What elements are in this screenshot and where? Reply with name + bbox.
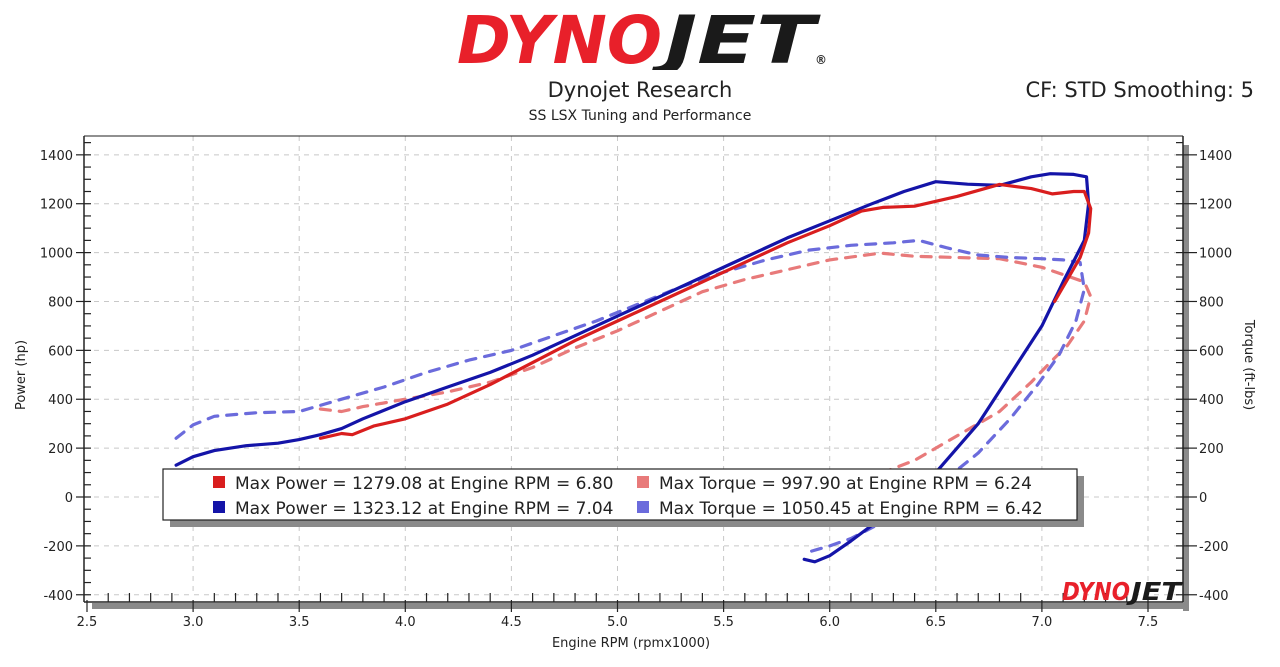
registered-mark: ® (815, 53, 827, 67)
x-tick-label: 3.0 (183, 615, 204, 630)
x-tick-label: 5.0 (607, 615, 628, 630)
y-tick-label-left: 1000 (40, 247, 73, 262)
chart-subtitle: SS LSX Tuning and Performance (528, 108, 752, 124)
y-tick-label-left: 1400 (40, 149, 73, 164)
y-tick-label-left: -200 (43, 540, 73, 555)
y-tick-label-right: 600 (1199, 344, 1224, 359)
grid (84, 136, 1183, 602)
y-tick-label-right: 0 (1199, 491, 1207, 506)
frame-shadow-right (1183, 145, 1189, 611)
logo-dyno-text: DYNO (457, 8, 662, 70)
frame-shadow-bottom (92, 603, 1189, 609)
legend-box (162, 468, 1078, 521)
x-tick-label: 2.5 (77, 615, 98, 630)
y-tick-label-right: 1200 (1199, 198, 1232, 213)
y-axis-title-left: Power (hp) (14, 340, 29, 410)
y-tick-label-left: 600 (48, 344, 73, 359)
correction-factor-label: CF: STD Smoothing: 5 (1025, 78, 1254, 102)
legend-entry-label: Max Torque = 1050.45 at Engine RPM = 6.4… (659, 499, 1043, 519)
y-axis-title-right: Torque (ft-lbs) (1241, 319, 1256, 410)
watermark-dyno-text: DYNO (1062, 577, 1130, 606)
series-group (174, 172, 1093, 564)
watermark-jet-text: JET (1125, 577, 1183, 606)
y-tick-label-left: 800 (48, 295, 73, 310)
legend-entry-label: Max Power = 1279.08 at Engine RPM = 6.80 (235, 474, 614, 494)
x-tick-label: 3.5 (289, 615, 310, 630)
x-tick-label: 4.5 (501, 615, 522, 630)
legend-swatch (637, 501, 649, 513)
x-tick-label: 7.0 (1032, 615, 1053, 630)
chart-title: Dynojet Research (547, 78, 733, 102)
y-tick-label-right: 800 (1199, 295, 1224, 310)
x-tick-label: 7.5 (1138, 615, 1159, 630)
dynojet-logo: DYNO JET ® (457, 8, 827, 70)
x-tick-label: 6.0 (819, 615, 840, 630)
x-tick-label: 6.5 (925, 615, 946, 630)
legend-entry-label: Max Torque = 997.90 at Engine RPM = 6.24 (659, 474, 1032, 494)
y-tick-label-right: 200 (1199, 442, 1224, 457)
y-tick-label-right: -200 (1199, 540, 1229, 555)
series-line-run-1-power (318, 182, 1093, 440)
y-tick-label-left: 400 (48, 393, 73, 408)
y-tick-label-left: 1200 (40, 198, 73, 213)
series-line-run-2-torque (174, 238, 1086, 555)
legend: Max Power = 1279.08 at Engine RPM = 6.80… (162, 468, 1084, 527)
logo-jet-text: JET (651, 8, 822, 70)
series-line-run-2-power (174, 172, 1091, 564)
y-tick-label-right: 1000 (1199, 247, 1232, 262)
y-tick-label-left: -400 (43, 589, 73, 604)
x-tick-label: 5.5 (713, 615, 734, 630)
legend-swatch (213, 476, 225, 488)
y-tick-label-left: 0 (65, 491, 73, 506)
y-tick-label-left: 200 (48, 442, 73, 457)
plot-background (84, 136, 1183, 602)
legend-entry-label: Max Power = 1323.12 at Engine RPM = 7.04 (235, 499, 614, 519)
y-tick-label-right: 400 (1199, 393, 1224, 408)
plot-frame: 1400 1400 1200 1200 1000 1000 800 800 600 600 400 4… (40, 135, 1232, 630)
x-tick-label: 4.0 (395, 615, 416, 630)
legend-swatch (637, 476, 649, 488)
y-tick-label-right: -400 (1199, 589, 1229, 604)
x-axis-title: Engine RPM (rpmx1000) (552, 636, 710, 651)
y-tick-label-right: 1400 (1199, 149, 1232, 164)
legend-swatch (213, 501, 225, 513)
